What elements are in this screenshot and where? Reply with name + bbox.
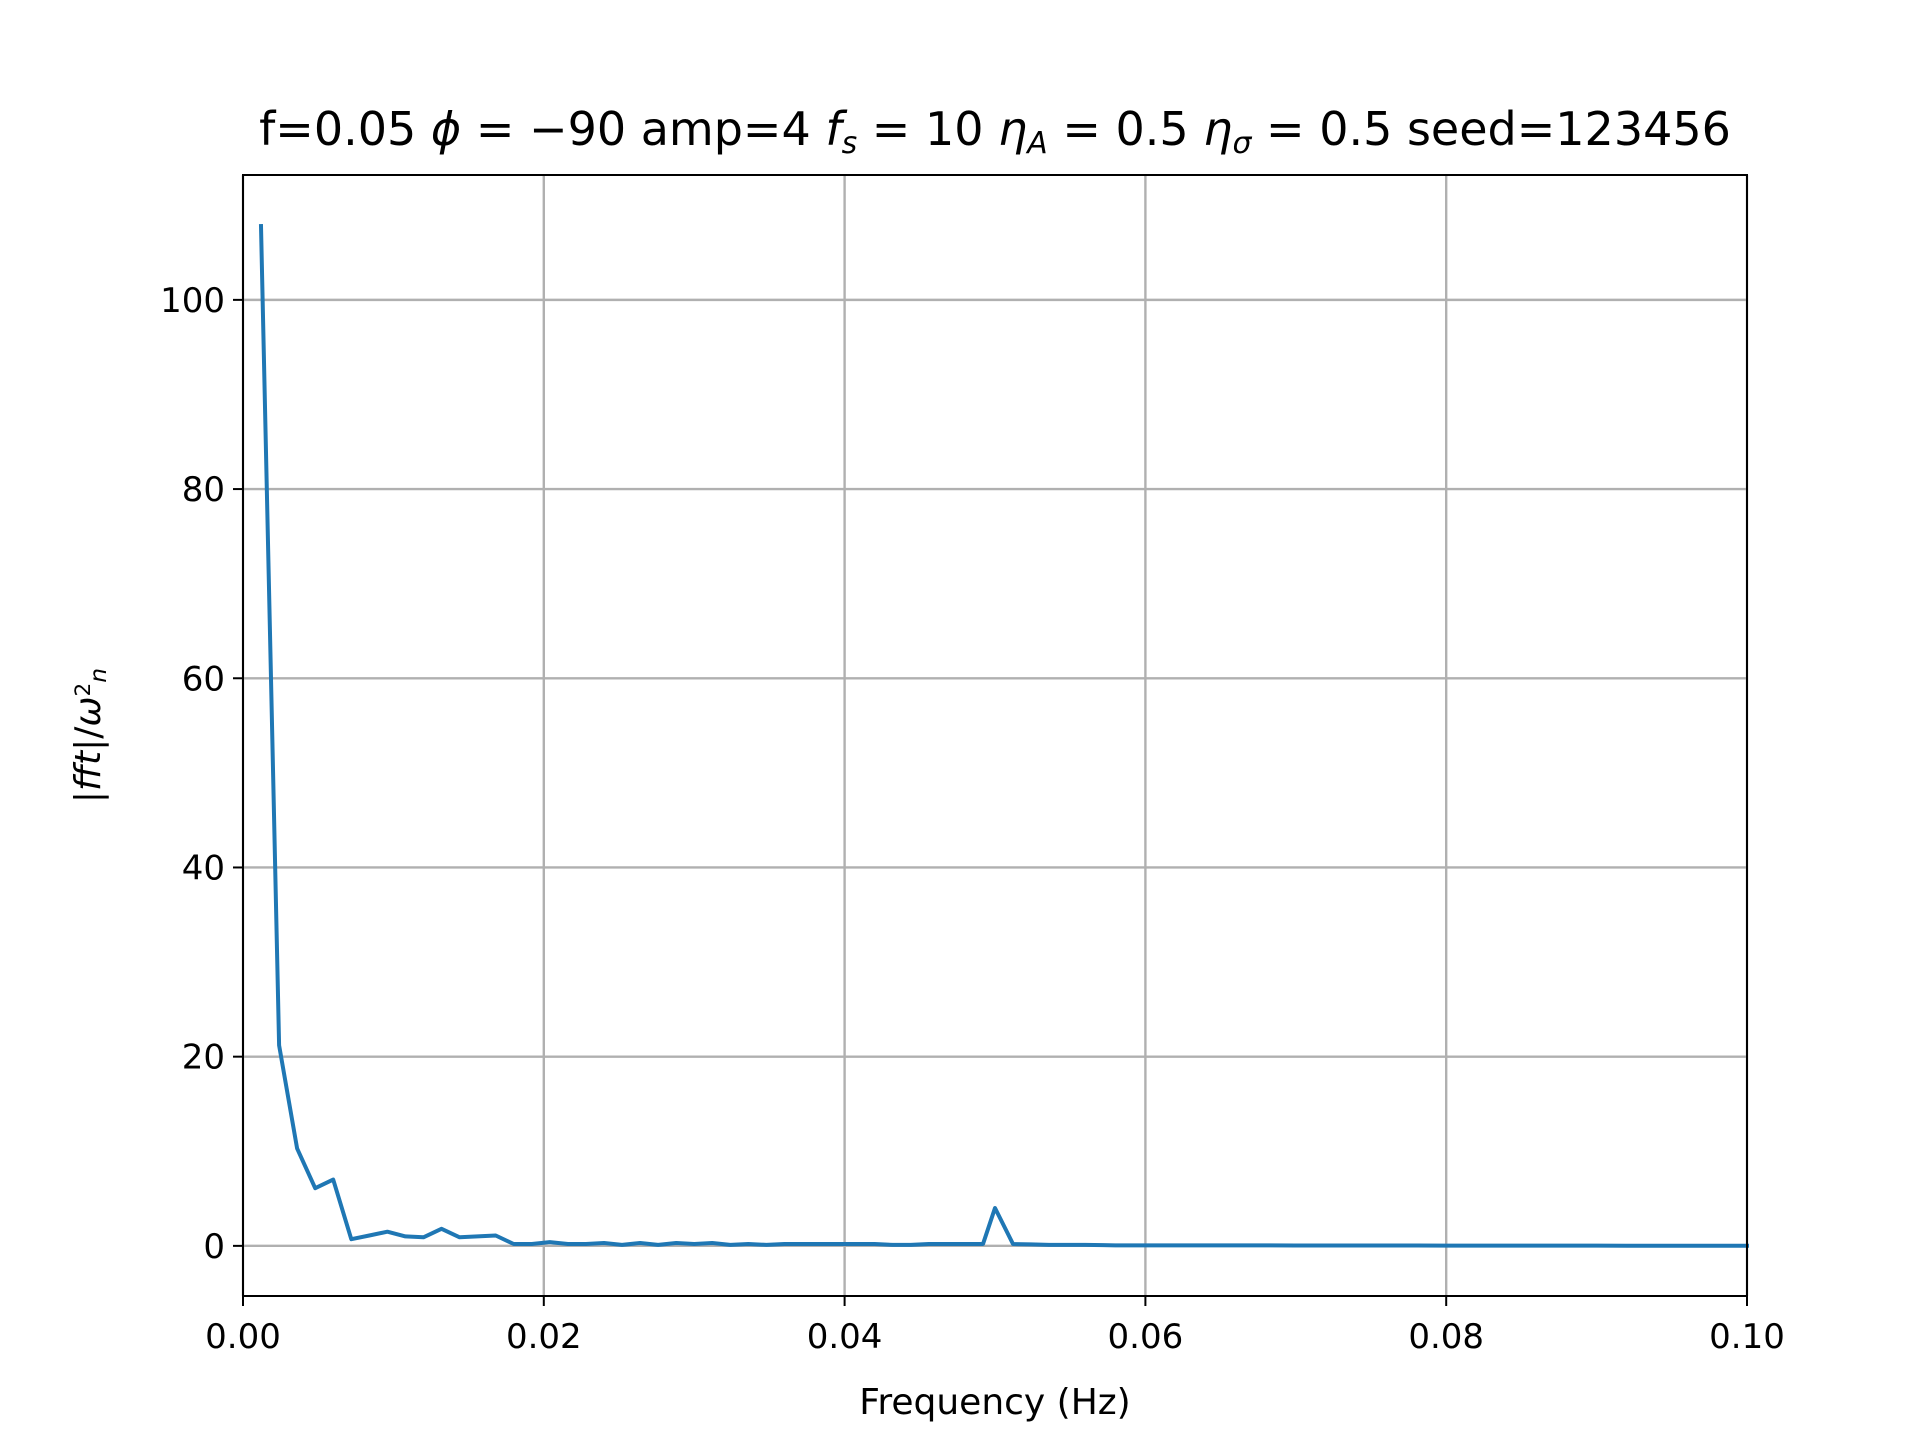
y-tick-label: 0	[203, 1227, 225, 1267]
fft-series-line	[258, 224, 1749, 1248]
x-tick-label: 0.00	[205, 1317, 281, 1357]
y-tick-label: 20	[182, 1038, 225, 1078]
ticks: 0.00 0.02 0.04 0.06 0.08 0.10 0 20 40 60 80 100	[160, 281, 1785, 1357]
y-tick-label: 100	[160, 281, 225, 321]
series-layer	[258, 224, 1749, 1248]
x-axis-label: Frequency (Hz)	[859, 1382, 1130, 1423]
y-tick-label: 80	[182, 470, 225, 510]
x-tick-label: 0.02	[506, 1317, 582, 1357]
y-tick-label: 60	[182, 659, 225, 699]
y-tick-label: 40	[182, 848, 225, 888]
plot-frame	[242, 174, 1748, 1297]
x-tick-label: 0.10	[1709, 1317, 1785, 1357]
chart-title: f=0.05 ϕ = −90 amp=4 fs = 10 ηA = 0.5 ησ…	[259, 102, 1731, 161]
x-tick-label: 0.06	[1108, 1317, 1184, 1357]
y-axis-label: |fft|/ω2n	[68, 668, 112, 803]
x-tick-label: 0.04	[807, 1317, 883, 1357]
x-tick-label: 0.08	[1408, 1317, 1484, 1357]
